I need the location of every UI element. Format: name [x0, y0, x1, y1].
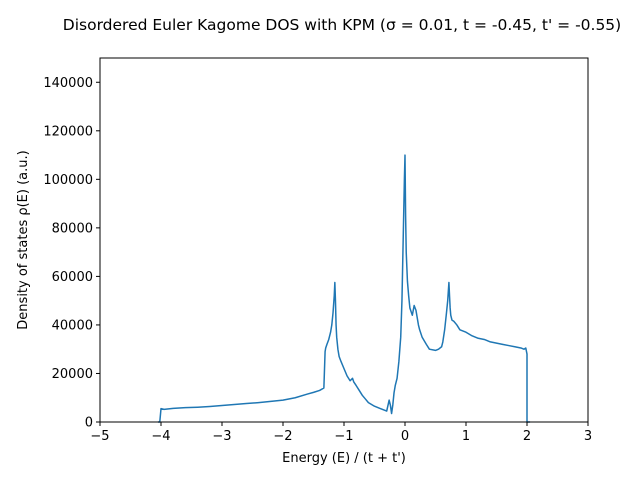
- dos-series-line: [157, 154, 531, 423]
- y-tick-label: 20000: [52, 367, 93, 382]
- y-axis: 0 20000 40000 60000 80000 100000 120000 140000: [43, 76, 100, 431]
- x-tick-label: 3: [584, 429, 592, 444]
- plot-line-group: [157, 154, 531, 423]
- y-tick-label: 140000: [43, 76, 93, 91]
- y-tick-label: 100000: [43, 173, 93, 188]
- y-tick-label: 0: [85, 416, 93, 431]
- x-tick-label: −3: [212, 429, 231, 444]
- x-tick-label: 1: [462, 429, 470, 444]
- x-tick-label: 0: [401, 429, 409, 444]
- y-tick-label: 60000: [52, 270, 93, 285]
- x-tick-label: −4: [151, 429, 170, 444]
- x-tick-label: −5: [90, 429, 109, 444]
- x-axis-label: Energy (E) / (t + t'): [282, 451, 406, 466]
- y-tick-label: 120000: [43, 124, 93, 139]
- x-tick-label: −2: [273, 429, 292, 444]
- x-tick-label: −1: [334, 429, 353, 444]
- y-tick-label: 40000: [52, 318, 93, 333]
- y-tick-label: 80000: [52, 221, 93, 236]
- y-axis-label: Density of states ρ(E) (a.u.): [16, 150, 31, 329]
- x-axis: −5 −4 −3 −2 −1 0 1 2 3: [90, 422, 592, 444]
- x-tick-label: 2: [523, 429, 531, 444]
- chart-title: Disordered Euler Kagome DOS with KPM (σ …: [63, 16, 621, 34]
